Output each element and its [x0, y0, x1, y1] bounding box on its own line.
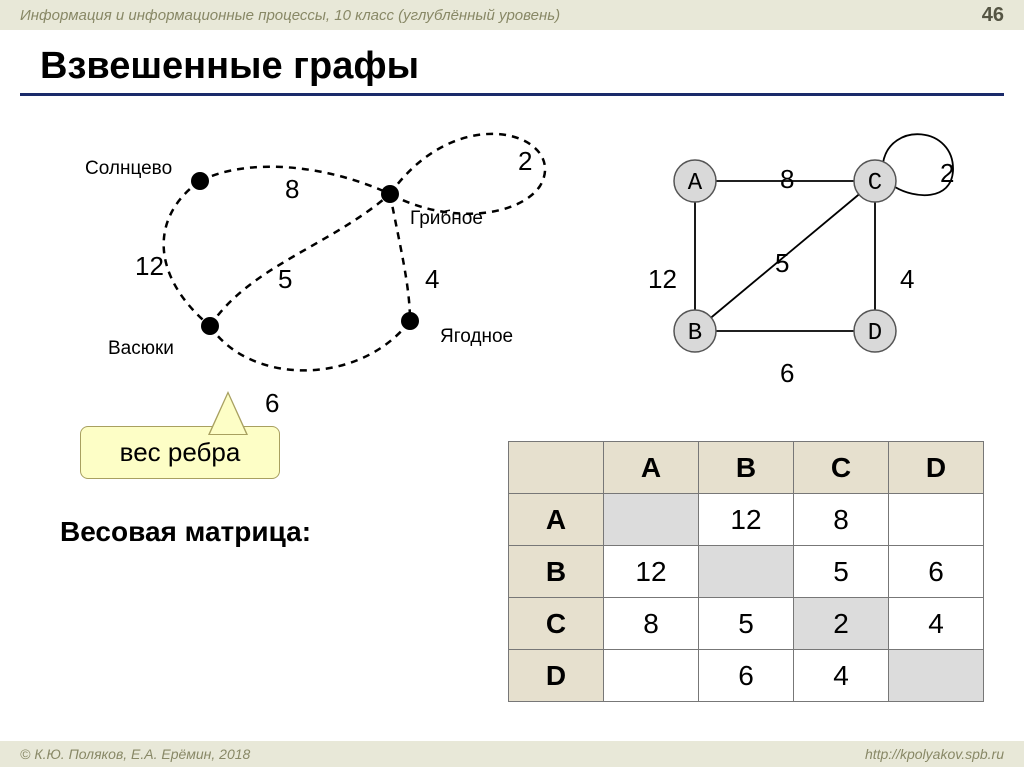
graph-edge-weight: 5: [775, 248, 789, 279]
matrix-cell: 5: [794, 546, 889, 598]
matrix-col-header: C: [794, 442, 889, 494]
weight-matrix: ABCD A128B1256C8524D64: [508, 441, 984, 702]
matrix-corner: [509, 442, 604, 494]
callout-tail-fill: [210, 394, 246, 434]
map-node: [401, 312, 419, 330]
matrix-cell: 8: [794, 494, 889, 546]
footer-url: http://kpolyakov.spb.ru: [865, 746, 1004, 762]
map-edge-weight: 2: [518, 146, 532, 177]
title-underline: [20, 93, 1004, 96]
matrix-label: Весовая матрица:: [60, 516, 311, 548]
matrix-col-header: D: [889, 442, 984, 494]
graph-edge-weight: 4: [900, 264, 914, 295]
map-edge: [210, 194, 390, 326]
copyright-icon: ©: [20, 746, 30, 762]
page-number: 46: [982, 4, 1004, 27]
graph-node-label: B: [688, 320, 702, 347]
map-node-label: Васюки: [108, 338, 174, 360]
graph-diagram: A C B D: [640, 126, 980, 386]
map-node-label: Солнцево: [85, 158, 172, 180]
matrix-cell: 12: [699, 494, 794, 546]
graph-node-label: D: [868, 320, 882, 347]
map-node: [191, 172, 209, 190]
matrix-cell: 8: [604, 598, 699, 650]
header-subject: Информация и информационные процессы, 10…: [20, 7, 560, 24]
slide-footer: © К.Ю. Поляков, Е.А. Ерёмин, 2018 http:/…: [0, 741, 1024, 767]
matrix-col-header: B: [699, 442, 794, 494]
matrix-row-header: A: [509, 494, 604, 546]
matrix-cell: [604, 650, 699, 702]
matrix-cell: 4: [889, 598, 984, 650]
footer-authors: К.Ю. Поляков, Е.А. Ерёмин, 2018: [34, 746, 250, 762]
matrix-row-header: D: [509, 650, 604, 702]
graph-node-label: A: [688, 170, 703, 197]
matrix-row-header: B: [509, 546, 604, 598]
matrix-cell: [604, 494, 699, 546]
matrix-cell: [889, 494, 984, 546]
slide-header: Информация и информационные процессы, 10…: [0, 0, 1024, 30]
matrix-row: A 128: [509, 494, 984, 546]
graph-edge-weight: 12: [648, 264, 677, 295]
graph-edge-weight: 8: [780, 164, 794, 195]
slide-title: Взвешенные графы: [40, 45, 984, 88]
graph-edge-weight: 6: [780, 358, 794, 389]
matrix-row: C8524: [509, 598, 984, 650]
matrix-row-header: C: [509, 598, 604, 650]
matrix-cell: [889, 650, 984, 702]
map-node: [201, 317, 219, 335]
map-node-label: Грибное: [410, 208, 483, 230]
matrix-cell: 4: [794, 650, 889, 702]
map-edge-weight: 5: [278, 264, 292, 295]
map-edge: [210, 321, 410, 370]
content-area: ACBD вес ребра Весовая матрица: ABCD A12…: [0, 116, 1024, 776]
map-edge-weight: 8: [285, 174, 299, 205]
map-edge-weight: 12: [135, 251, 164, 282]
matrix-row: B12 56: [509, 546, 984, 598]
matrix-cell: 5: [699, 598, 794, 650]
matrix-cell: 6: [889, 546, 984, 598]
map-edge: [390, 194, 410, 321]
graph-node-label: C: [868, 170, 882, 197]
matrix-cell: [699, 546, 794, 598]
map-edge: [164, 181, 210, 326]
matrix-row: D 64: [509, 650, 984, 702]
matrix-cell: 2: [794, 598, 889, 650]
graph-loop-weight: 2: [940, 158, 954, 189]
edge-weight-callout: вес ребра: [80, 426, 280, 479]
map-edge-weight: 6: [265, 388, 279, 419]
map-node-label: Ягодное: [440, 326, 513, 348]
matrix-cell: 12: [604, 546, 699, 598]
matrix-cell: 6: [699, 650, 794, 702]
map-node: [381, 185, 399, 203]
slide: Информация и информационные процессы, 10…: [0, 0, 1024, 767]
footer-copyright: © К.Ю. Поляков, Е.А. Ерёмин, 2018: [20, 746, 250, 762]
map-edge-weight: 4: [425, 264, 439, 295]
matrix-col-header: A: [604, 442, 699, 494]
